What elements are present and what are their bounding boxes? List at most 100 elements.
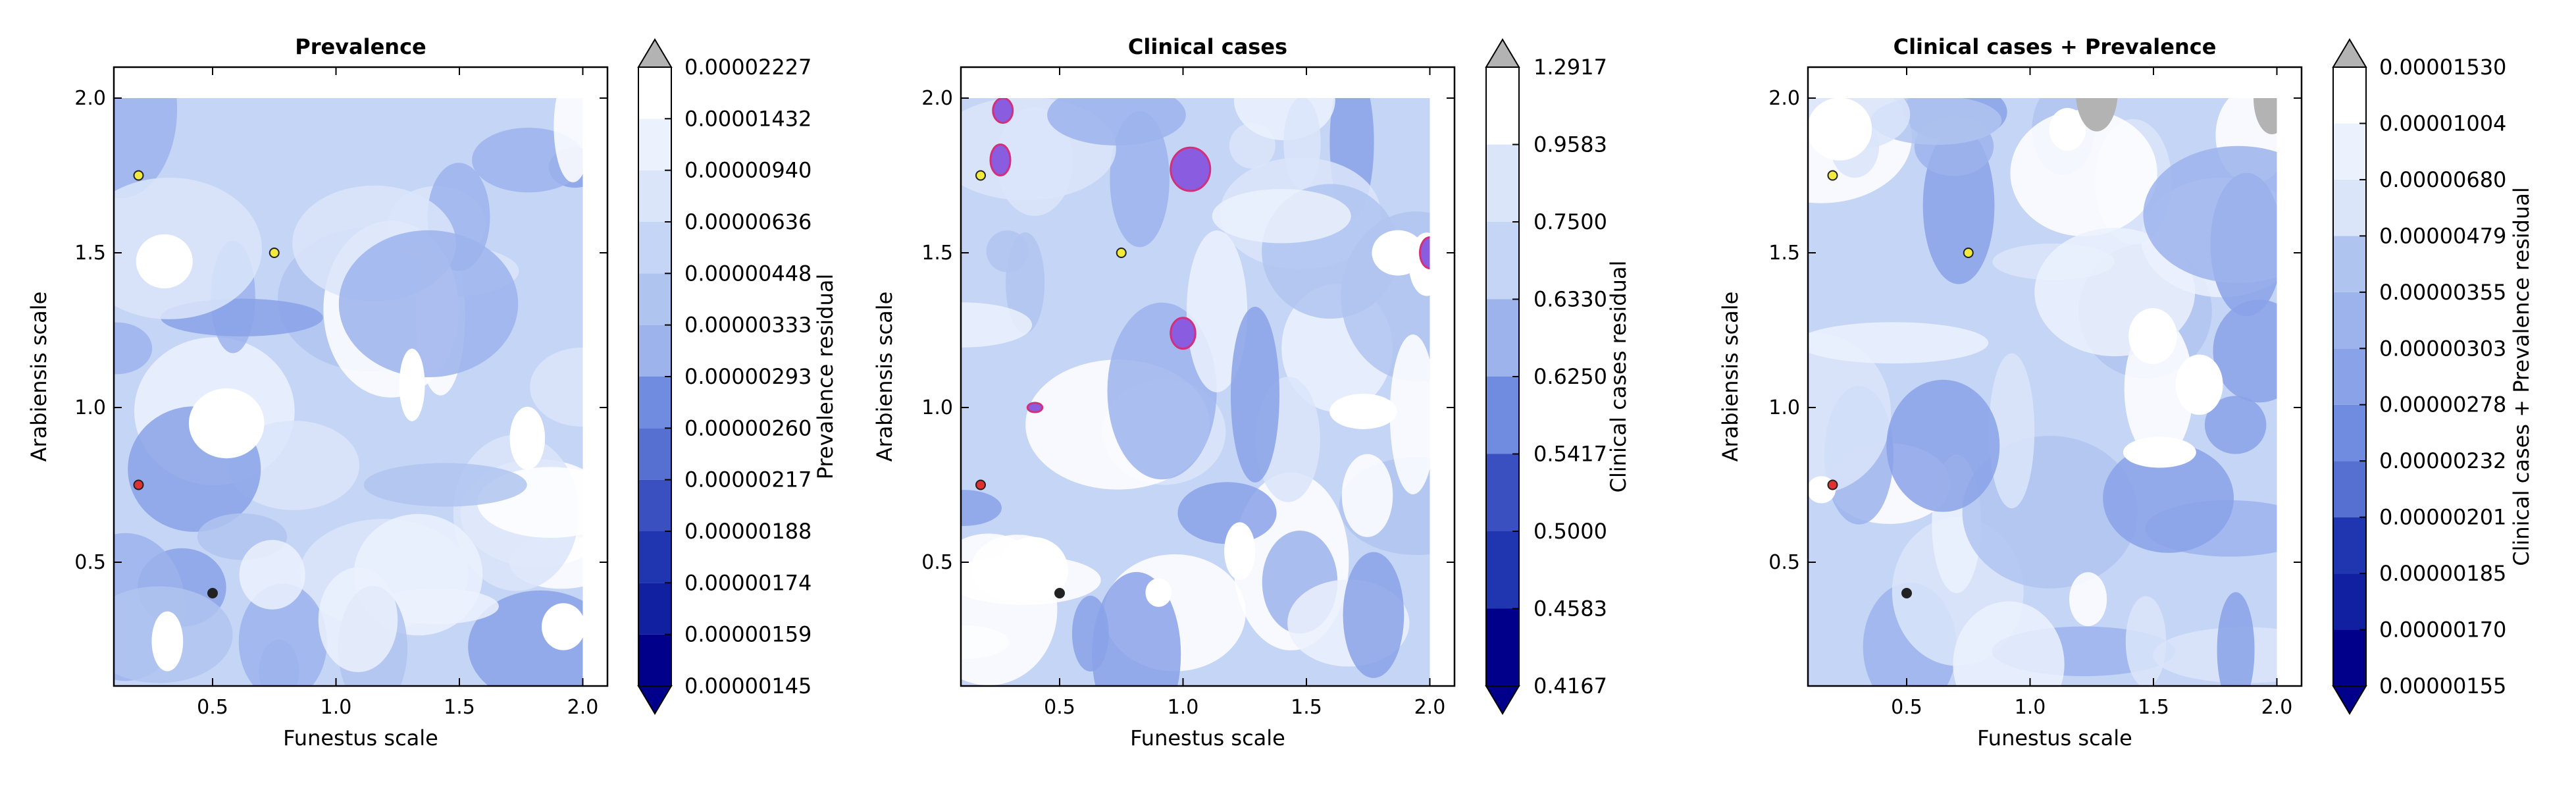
- colorbar-tick-label: 0.00000636: [684, 209, 811, 234]
- highlight-contour: [992, 97, 1014, 124]
- y-tick-label: 2.0: [74, 87, 106, 110]
- chart-title: Prevalence: [295, 34, 426, 59]
- colorbar-tick-label: 0.00000174: [684, 570, 811, 595]
- colorbar-extend-min: [2332, 685, 2367, 715]
- scatter-point-3: [133, 479, 144, 490]
- contour-region: [2217, 592, 2255, 686]
- colorbar-tick-label: 0.00000260: [684, 415, 811, 440]
- contour-region: [1808, 332, 1892, 494]
- y-tick-label: 1.0: [1768, 396, 1800, 419]
- contour-region: [318, 567, 398, 672]
- x-tick-label: 1.5: [444, 696, 475, 719]
- axes-frame: [960, 66, 1456, 687]
- plot-margin-top: [1808, 67, 2302, 98]
- scatter-point-3: [975, 479, 986, 490]
- y-axis-label: Arabiensis scale: [1718, 292, 1743, 462]
- contour-region: [114, 322, 153, 375]
- contour-region: [363, 463, 527, 507]
- colorbar-segment: [1486, 67, 1519, 145]
- y-tick-label: 1.5: [74, 242, 106, 265]
- x-tick-label: 1.0: [1168, 696, 1199, 719]
- colorbar-segment: [638, 67, 671, 119]
- y-tick-label: 1.0: [921, 396, 953, 419]
- contour-region: [1341, 454, 1393, 537]
- contour-region: [2204, 396, 2267, 454]
- colorbar-tick-label: 0.00000170: [2379, 618, 2506, 643]
- colorbar-segment: [638, 118, 671, 171]
- highlight-contour: [1170, 146, 1212, 192]
- colorbar-segment: [638, 583, 671, 635]
- contour-region: [2143, 145, 2302, 283]
- scatter-point-1: [133, 170, 144, 181]
- x-tick-label: 1.5: [1291, 696, 1322, 719]
- contour-region: [259, 639, 299, 686]
- highlight-contour: [989, 144, 1012, 176]
- colorbar-extend-max: [2332, 38, 2367, 68]
- contour-region: [1989, 353, 2035, 509]
- colorbar-segment: [638, 531, 671, 583]
- chart-title: Clinical cases + Prevalence: [1893, 34, 2217, 59]
- y-tick-label: 1.5: [1768, 242, 1800, 265]
- contour-region: [136, 234, 193, 289]
- contour-field: [114, 67, 607, 686]
- scatter-point-2: [1116, 248, 1127, 258]
- colorbar-tick-label: 0.7500: [1533, 209, 1607, 234]
- colorbar-tick-label: 0.4583: [1533, 596, 1607, 621]
- colorbar: 0.4167 0.4583 0.5000 0.5417 0.6250 0.6330 0.75…: [1485, 38, 1631, 715]
- colorbar-segment: [638, 170, 671, 222]
- contour-region: [1953, 601, 2065, 686]
- contour-region: [530, 347, 607, 427]
- colorbar-tick-label: 1.2917: [1533, 55, 1607, 80]
- contour-region: [188, 388, 265, 459]
- x-axis-label: Funestus scale: [283, 725, 438, 750]
- scatter-point-3: [1827, 479, 1838, 490]
- colorbar-tick-label: 0.6250: [1533, 364, 1607, 389]
- colorbar-tick-label: 0.00000159: [684, 622, 811, 647]
- contour-region: [1343, 552, 1404, 678]
- contour-region: [2010, 109, 2157, 236]
- colorbar-tick-label: 0.00000185: [2379, 561, 2506, 586]
- contour-region: [2125, 596, 2167, 686]
- contour-region: [239, 540, 305, 610]
- colorbar-extend-min: [637, 685, 673, 715]
- colorbar-tick-label: 0.4167: [1533, 673, 1607, 698]
- colorbar-extend-min: [1485, 685, 1520, 715]
- contour-region: [1047, 84, 1186, 146]
- colorbar-tick-label: 0.00000201: [2379, 505, 2506, 530]
- contour-region: [399, 348, 425, 421]
- contour-region: [961, 302, 1033, 348]
- colorbar-tick-label: 0.00000293: [684, 364, 811, 389]
- colorbar-tick-label: 0.00000278: [2379, 392, 2506, 417]
- chart-panel-2: 0.5 1.0 1.5 2.0 0.5 1.0 1.5 2.0 Clinical cases Fu…: [872, 34, 1631, 750]
- scatter-point-4: [1901, 588, 1912, 598]
- highlight-contour: [1170, 317, 1197, 350]
- contour-region: [2049, 107, 2086, 151]
- colorbar-segment: [1486, 299, 1519, 377]
- colorbar-tick-label: 0.00000355: [2379, 280, 2506, 305]
- colorbar-segment: [2333, 573, 2366, 630]
- colorbar-segment: [2333, 517, 2366, 574]
- colorbar: 0.00000145 0.00000159 0.00000174 0.00000188…: [637, 38, 838, 715]
- scatter-point-2: [1963, 248, 1974, 258]
- plot-margin-right: [582, 67, 607, 686]
- colorbar-segment: [2333, 179, 2366, 236]
- colorbar-tick-label: 0.00000680: [2379, 167, 2506, 192]
- colorbar-segment: [2333, 461, 2366, 517]
- colorbar-tick-label: 0.00000303: [2379, 336, 2506, 361]
- axes-frame: [1807, 66, 2303, 687]
- colorbar-segment: [1486, 531, 1519, 609]
- colorbar-tick-label: 0.00000940: [684, 158, 811, 183]
- chart-panel-1: 0.5 1.0 1.5 2.0 0.5 1.0 1.5 2.0 Prevalence Funest…: [26, 34, 838, 750]
- colorbar-tick-label: 0.5417: [1533, 442, 1607, 467]
- colorbar-segment: [638, 634, 671, 686]
- x-tick-label: 2.0: [2261, 696, 2293, 719]
- colorbar-segment: [638, 273, 671, 325]
- colorbar-tick-label: 0.00001530: [2379, 55, 2506, 80]
- colorbar-tick-label: 0.9583: [1533, 132, 1607, 157]
- colorbar-tick-label: 0.00000188: [684, 519, 811, 544]
- y-tick-label: 0.5: [1768, 551, 1800, 574]
- colorbar-tick-label: 0.00000145: [684, 673, 811, 698]
- contour-region: [1071, 595, 1109, 672]
- contour-region: [114, 67, 178, 198]
